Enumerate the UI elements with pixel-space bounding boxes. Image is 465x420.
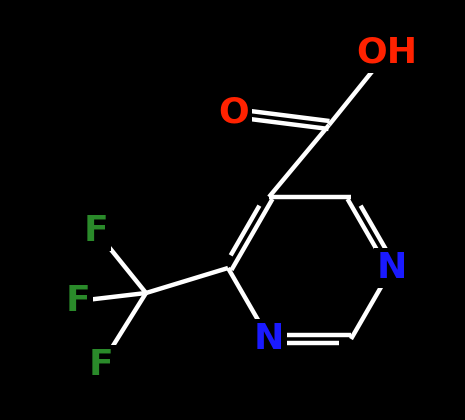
Text: OH: OH xyxy=(357,36,418,70)
Text: N: N xyxy=(254,322,284,356)
Text: N: N xyxy=(377,251,407,285)
Text: F: F xyxy=(84,214,108,248)
Text: O: O xyxy=(219,96,249,130)
Text: F: F xyxy=(89,348,113,382)
Text: F: F xyxy=(66,284,90,318)
